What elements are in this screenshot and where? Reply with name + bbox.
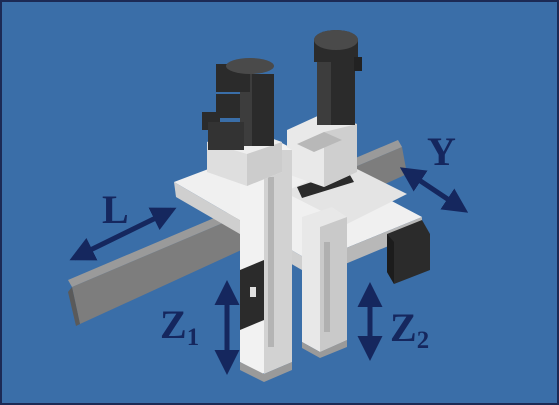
l-axis-label: L	[102, 187, 129, 232]
y-axis-label: Y	[427, 129, 456, 174]
z1-column	[240, 137, 292, 382]
double-arrow-icon	[69, 167, 469, 375]
z1-motor	[202, 58, 274, 150]
y-axis-arrow	[399, 167, 469, 213]
z2-axis-label: Z2	[390, 305, 430, 354]
z1-axis-label: Z1	[160, 302, 200, 351]
l-axis-arrow	[69, 207, 177, 261]
z2-carriage	[287, 114, 357, 187]
z2-motor	[314, 30, 362, 125]
crossbar-end-cap	[387, 220, 430, 284]
z2-column	[302, 207, 347, 358]
